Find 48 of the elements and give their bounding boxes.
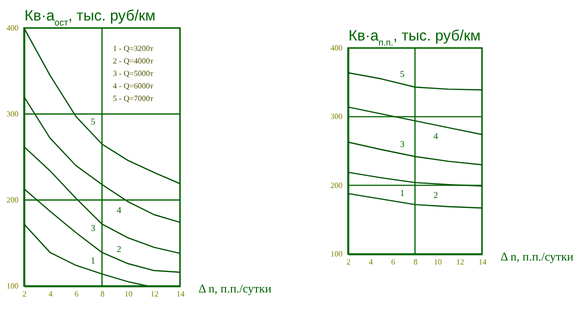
y-tick-label: 200 [330,180,342,190]
series-label: 5 [90,116,96,126]
annotation: 4 - Q=6000т [112,82,154,90]
x-tick-label: 2 [346,258,350,266]
x-tick-label: 14 [478,258,486,266]
x-tick-label: 8 [100,290,104,298]
x-tick-label: 8 [414,258,418,266]
x-tick-label: 4 [48,290,52,298]
annotation: 3 - Q=5000т [112,69,154,78]
x-tick-label: 12 [456,258,464,266]
series-label: 5 [400,69,405,80]
series-label: 1 [90,256,96,266]
line-series [24,223,148,286]
line-series [24,28,180,184]
annotation: 2 - Q=4000т [112,56,154,66]
x-axis-title: Δ n, п.п./сутки [198,282,272,296]
annotation: 1 - Q=3200т [112,44,154,53]
y-tick-label: 100 [330,250,342,258]
x-tick-label: 12 [150,290,158,298]
series-label: 3 [90,222,96,233]
line-series [24,188,180,273]
x-tick-label: 6 [391,258,396,266]
x-axis-title: Δ n, п.п./сутки [500,250,574,264]
series-label: 1 [400,188,404,198]
x-tick-label: 14 [176,290,184,298]
series-label: 4 [116,204,122,215]
x-tick-label: 6 [74,290,78,298]
line-series [348,141,482,166]
y-tick-label: 200 [6,196,18,204]
series-label: 3 [400,139,405,150]
series-label: 2 [434,190,438,200]
y-axis-title: Кв·а$_{п.п.}$, тыс. руб/км [348,28,481,48]
y-axis-title: Кв·а$_{ост}$, тыс. руб/км [24,8,156,28]
series-label: 4 [434,130,438,141]
x-tick-label: 2 [22,290,26,298]
annotation: 5 - Q=7000т [112,94,154,103]
y-tick-label: 300 [6,110,18,118]
x-tick-label: 10 [434,258,442,266]
line-series [24,146,180,254]
y-tick-label: 400 [6,24,18,32]
y-tick-label: 400 [330,44,342,52]
y-tick-label: 100 [6,282,18,290]
x-tick-label: 10 [124,290,132,298]
line-series [24,96,180,223]
y-tick-label: 300 [330,112,342,122]
series-label: 2 [116,244,122,254]
x-tick-label: 4 [368,258,373,266]
line-series [348,72,482,90]
